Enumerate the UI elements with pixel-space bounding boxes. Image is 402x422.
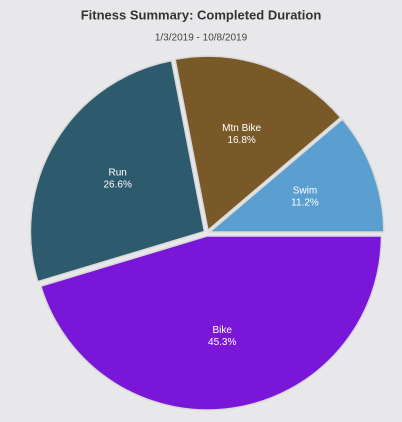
- chart-subtitle: 1/3/2019 - 10/8/2019: [155, 33, 248, 44]
- slice-label: Swim: [293, 186, 317, 197]
- pie-slice: [207, 118, 385, 233]
- pie-slice: [174, 55, 342, 232]
- pie-slice: [29, 59, 206, 283]
- slice-label: Mtn Bike: [222, 123, 261, 134]
- pie-slice: [39, 235, 383, 411]
- slice-label: Run: [108, 168, 126, 179]
- slice-value-label: 11.2%: [291, 198, 319, 209]
- chart-title: Fitness Summary: Completed Duration: [81, 7, 322, 22]
- slice-value-label: 45.3%: [208, 337, 236, 348]
- slice-label: Bike: [212, 325, 232, 336]
- slice-value-label: 26.6%: [103, 180, 131, 191]
- slice-value-label: 16.8%: [227, 135, 255, 146]
